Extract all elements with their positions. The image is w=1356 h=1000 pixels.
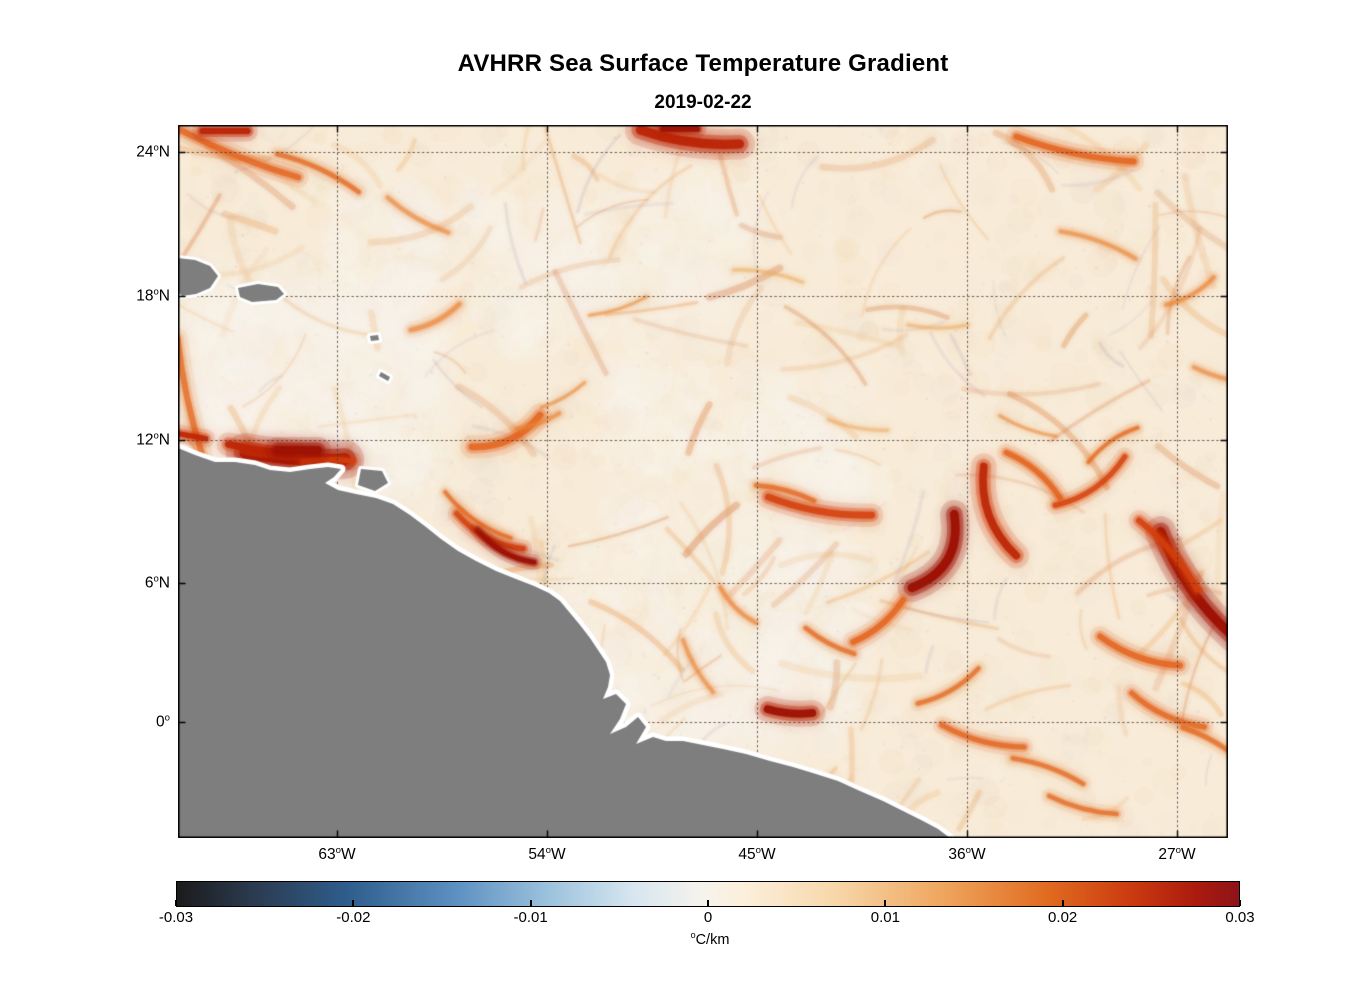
- colorbar-tick-mark: [707, 900, 709, 906]
- colorbar-tick-mark: [884, 900, 887, 906]
- y-tick-label: 18oN: [136, 286, 170, 305]
- y-tick-label: 12oN: [136, 430, 170, 449]
- degree-symbol: o: [335, 845, 341, 856]
- colorbar-tick-mark: [529, 900, 532, 906]
- x-tick-label: 45oW: [738, 845, 776, 864]
- colorbar-tick-label: -0.02: [336, 909, 371, 926]
- degree-symbol: o: [153, 430, 159, 442]
- degree-symbol: o: [153, 142, 159, 154]
- sst-gradient-map: [178, 125, 1228, 838]
- colorbar-tick-mark: [175, 900, 177, 906]
- chart-title: AVHRR Sea Surface Temperature Gradient: [457, 50, 949, 77]
- x-tick-label: 54oW: [528, 845, 566, 864]
- y-tick-label: 0o: [156, 712, 170, 731]
- colorbar-tick-mark: [1061, 900, 1064, 906]
- degree-symbol: o: [755, 845, 761, 856]
- colorbar-tick-mark: [352, 900, 355, 906]
- y-tick-label: 6oN: [144, 573, 170, 592]
- degree-symbol: o: [1175, 845, 1181, 856]
- x-tick-label: 27oW: [1158, 845, 1196, 864]
- degree-symbol: o: [965, 845, 971, 856]
- degree-symbol: o: [153, 573, 159, 585]
- colorbar-tick-mark: [1239, 900, 1241, 906]
- y-tick-label: 24oN: [136, 142, 170, 161]
- colorbar-tick-label: 0.02: [1048, 909, 1078, 926]
- x-tick-label: 63oW: [318, 845, 356, 864]
- colorbar-tick-label: 0.01: [870, 909, 900, 926]
- colorbar-tick-label: -0.01: [513, 909, 548, 926]
- degree-symbol: o: [153, 286, 159, 298]
- colorbar-tick-label: 0.03: [1225, 909, 1255, 926]
- degree-symbol: o: [164, 712, 170, 724]
- x-tick-label: 36oW: [948, 845, 986, 864]
- chart-date: 2019-02-22: [654, 92, 752, 113]
- colorbar-tick-label: 0: [703, 909, 713, 926]
- colorbar-tick-label: -0.03: [158, 909, 194, 926]
- map-plot: [178, 125, 1228, 838]
- degree-symbol: o: [545, 845, 551, 856]
- colorbar-unit-label: oC/km: [690, 930, 730, 948]
- degree-symbol: o: [690, 930, 696, 940]
